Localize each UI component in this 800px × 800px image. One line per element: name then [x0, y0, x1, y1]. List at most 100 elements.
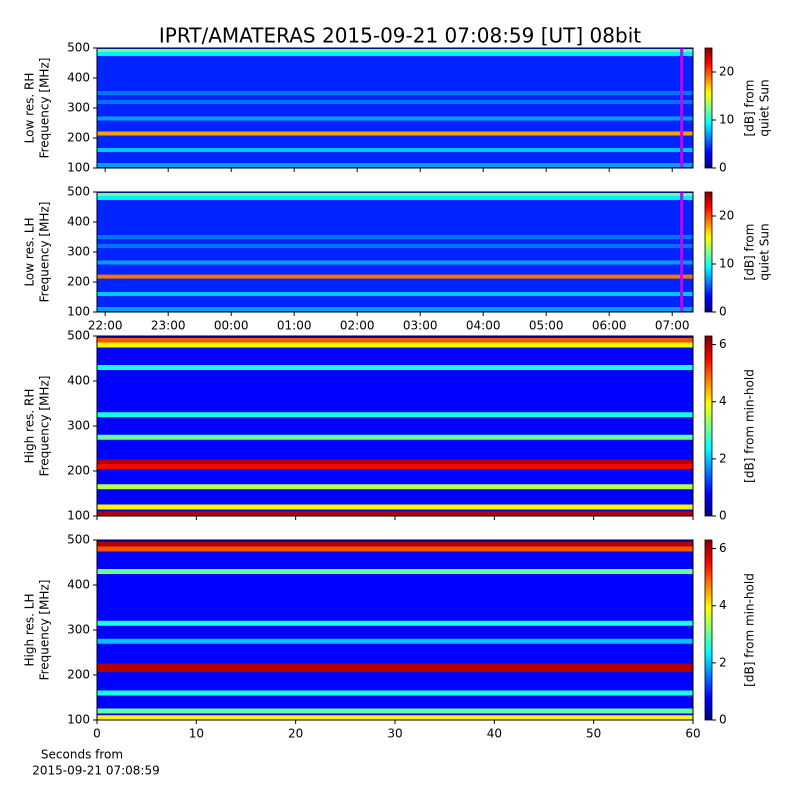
frequency-band	[97, 542, 693, 547]
frequency-band	[97, 620, 693, 626]
colorbar-tick-label: 6	[719, 337, 727, 351]
x-tick-label: 0	[93, 727, 101, 741]
frequency-band	[97, 638, 693, 644]
x-tick-label: 03:00	[403, 319, 438, 333]
frequency-band	[97, 715, 693, 721]
x-tick-label: 02:00	[340, 319, 375, 333]
frequency-band	[97, 569, 693, 574]
frequency-band	[97, 511, 693, 517]
x-tick-label: 01:00	[277, 319, 312, 333]
colorbar-tick-label: 20	[719, 65, 734, 79]
colorbar-label: [dB] from min-hold	[743, 573, 757, 687]
y-tick-label: 500	[67, 185, 90, 199]
colorbar-tick-label: 0	[719, 305, 727, 319]
y-tick-label: 200	[67, 668, 90, 682]
x-axis-label: Seconds from	[41, 748, 123, 762]
frequency-band	[97, 708, 693, 714]
colorbar	[704, 191, 713, 313]
frequency-band	[97, 91, 693, 95]
y-tick-label: 200	[67, 131, 90, 145]
y-axis-label: High res. RH	[23, 389, 37, 464]
frequency-band	[97, 193, 693, 197]
frequency-band	[97, 459, 693, 465]
frequency-band	[97, 690, 693, 696]
frequency-band	[97, 274, 693, 279]
colorbar-tick-label: 6	[719, 541, 727, 555]
y-axis-label: Frequency [MHz]	[38, 376, 52, 477]
frequency-band	[97, 196, 693, 200]
frequency-band	[97, 52, 693, 56]
colorbar-label: [dB] from	[743, 224, 757, 281]
frequency-band	[97, 546, 693, 552]
y-tick-label: 400	[67, 578, 90, 592]
frequency-band	[97, 244, 693, 248]
x-axis-label: 2015-09-21 07:08:59	[32, 764, 159, 778]
y-tick-label: 400	[67, 374, 90, 388]
x-tick-label: 00:00	[214, 319, 249, 333]
y-tick-label: 400	[67, 215, 90, 229]
colorbar-tick-label: 2	[719, 655, 727, 669]
y-tick-label: 200	[67, 275, 90, 289]
x-tick-label: 60	[685, 727, 700, 741]
colorbar-tick-label: 0	[719, 161, 727, 175]
colorbar	[704, 47, 713, 169]
colorbar-tick-label: 4	[719, 598, 727, 612]
x-tick-label: 40	[487, 727, 502, 741]
colorbar-label: [dB] from	[743, 80, 757, 137]
frequency-band	[97, 667, 693, 673]
y-tick-label: 500	[67, 41, 90, 55]
colorbar	[704, 335, 713, 517]
frequency-band	[97, 49, 693, 53]
colorbar-tick-label: 4	[719, 394, 727, 408]
x-tick-label: 50	[586, 727, 601, 741]
x-tick-label: 23:00	[151, 319, 186, 333]
x-tick-label: 30	[387, 727, 402, 741]
frequency-band	[97, 163, 693, 167]
colorbar-label: [dB] from min-hold	[743, 369, 757, 483]
y-tick-label: 300	[67, 101, 90, 115]
y-tick-label: 400	[67, 71, 90, 85]
frequency-band	[97, 365, 693, 370]
y-tick-label: 200	[67, 464, 90, 478]
frequency-band	[97, 504, 693, 510]
colorbar-label: quiet Sun	[758, 79, 772, 136]
y-axis-label: Low res. LH	[23, 217, 37, 286]
y-axis-label: High res. LH	[23, 593, 37, 666]
y-tick-label: 100	[67, 305, 90, 319]
y-tick-label: 500	[67, 533, 90, 547]
colorbar-label: quiet Sun	[758, 223, 772, 280]
y-tick-label: 100	[67, 509, 90, 523]
x-tick-label: 05:00	[529, 319, 564, 333]
x-tick-label: 10	[189, 727, 204, 741]
frequency-band	[97, 148, 693, 152]
y-axis-label: Frequency [MHz]	[38, 202, 52, 303]
x-tick-label: 07:00	[655, 319, 690, 333]
frequency-band	[97, 484, 693, 490]
x-tick-label: 06:00	[592, 319, 627, 333]
frequency-band	[97, 131, 693, 136]
y-axis-label: Frequency [MHz]	[38, 580, 52, 681]
y-tick-label: 100	[67, 713, 90, 727]
frequency-band	[97, 307, 693, 311]
frequency-band	[97, 464, 693, 469]
x-tick-label: 04:00	[466, 319, 501, 333]
y-tick-label: 500	[67, 329, 90, 343]
frequency-band	[97, 116, 693, 121]
frequency-band	[97, 412, 693, 418]
frequency-band	[97, 434, 693, 440]
y-tick-label: 300	[67, 419, 90, 433]
colorbar	[704, 539, 713, 721]
frequency-band	[97, 235, 693, 239]
frequency-band	[97, 342, 693, 348]
figure-title: IPRT/AMATERAS 2015-09-21 07:08:59 [UT] 0…	[159, 24, 641, 48]
x-tick-label: 22:00	[88, 319, 123, 333]
frequency-band	[97, 100, 693, 104]
colorbar-tick-label: 10	[719, 113, 734, 127]
frequency-band	[97, 663, 693, 669]
frequency-band	[97, 260, 693, 265]
x-tick-label: 20	[288, 727, 303, 741]
colorbar-tick-label: 0	[719, 713, 727, 727]
frequency-band	[97, 338, 693, 343]
colorbar-tick-label: 0	[719, 509, 727, 523]
